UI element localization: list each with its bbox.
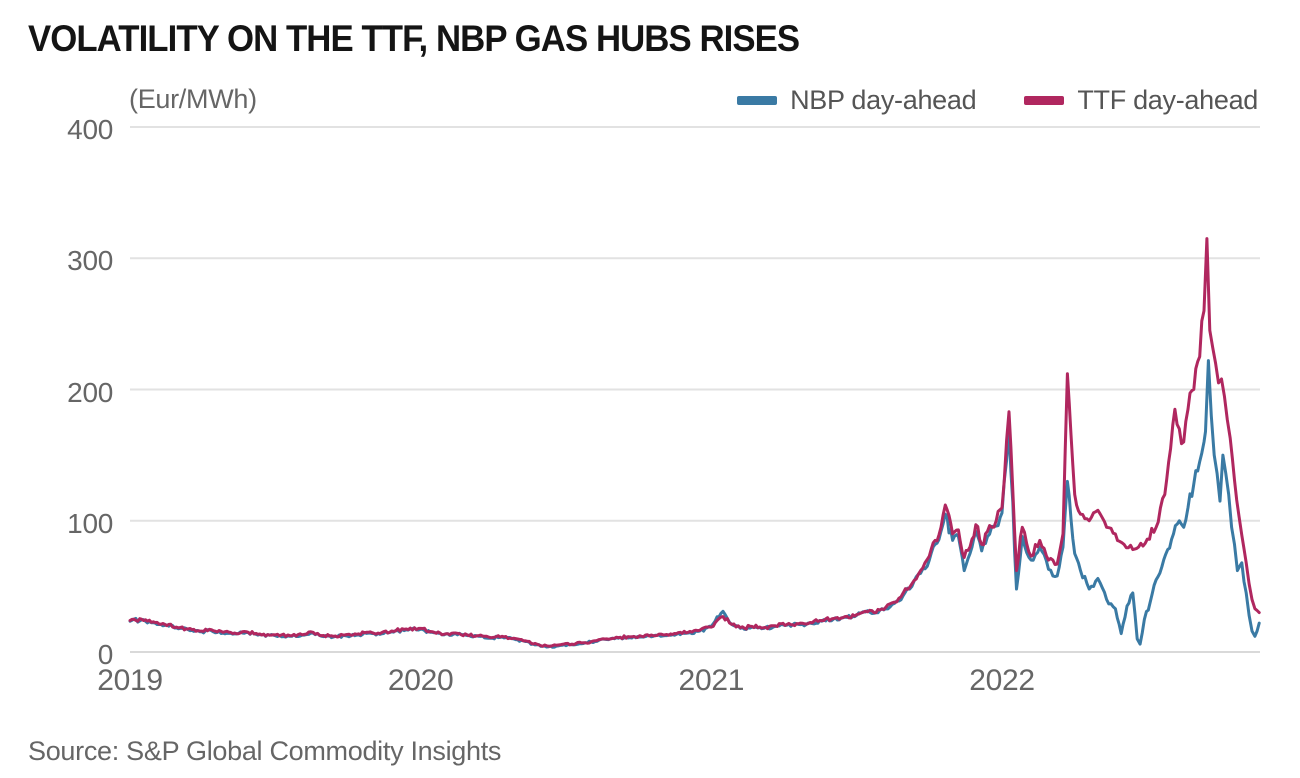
y-tick-label-100: 100 <box>67 507 113 539</box>
y-tick-label-400: 400 <box>67 114 113 145</box>
series-line-ttf <box>128 237 1261 648</box>
ttf-line-swatch-icon <box>1024 96 1065 105</box>
series-line-nbp <box>128 359 1261 649</box>
legend-item-nbp: NBP day-ahead <box>737 85 977 116</box>
x-tick-label-2021: 2021 <box>678 664 745 697</box>
nbp-line-swatch-icon <box>737 96 778 105</box>
y-axis-unit-label: (Eur/MWh) <box>129 84 257 114</box>
source-note: Source: S&P Global Commodity Insights <box>28 736 502 766</box>
legend-item-ttf: TTF day-ahead <box>1024 85 1258 116</box>
y-tick-label-300: 300 <box>67 245 113 277</box>
legend-label-ttf: TTF day-ahead <box>1077 85 1258 115</box>
legend: NBP day-ahead TTF day-ahead <box>737 85 1258 116</box>
x-tick-label-2020: 2020 <box>387 664 454 697</box>
x-tick-label-2019: 2019 <box>97 664 163 697</box>
chart-title: VOLATILITY ON THE TTF, NBP GAS HUBS RISE… <box>28 18 800 59</box>
y-tick-label-0: 0 <box>97 639 114 670</box>
x-tick-label-2022: 2022 <box>969 664 1035 697</box>
legend-label-nbp: NBP day-ahead <box>790 85 977 115</box>
y-tick-label-200: 200 <box>67 376 113 408</box>
